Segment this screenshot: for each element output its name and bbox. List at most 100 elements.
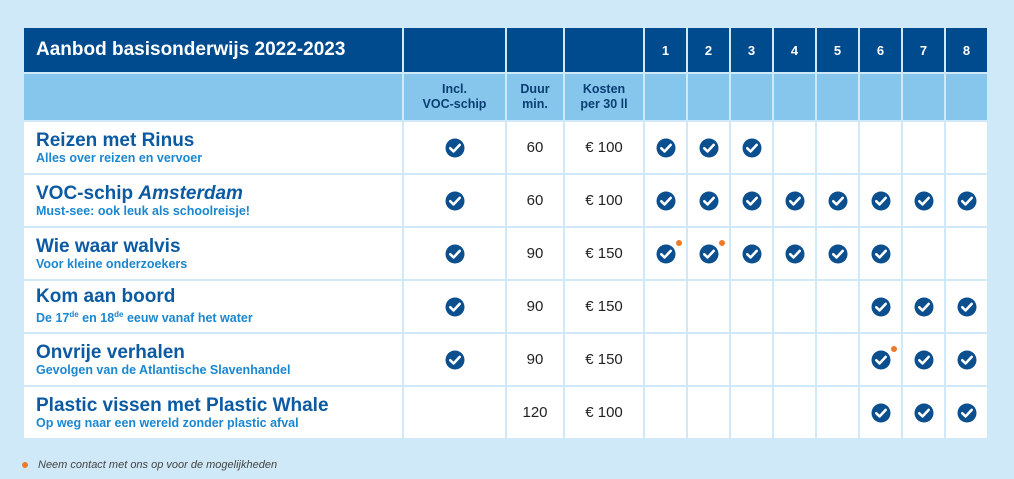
grade-cell	[901, 173, 946, 228]
activity-title-italic: Amsterdam	[138, 182, 243, 204]
voc-column-header: Incl. VOC-schip	[402, 72, 507, 122]
ordinal-suffix: de	[69, 310, 79, 320]
activity-subtitle-text: De 17	[36, 311, 70, 326]
cost-column-header-line: Kosten	[582, 82, 626, 96]
duration-column-header-line: Duur	[520, 82, 550, 96]
activity-subtitle-text: en 18	[78, 311, 115, 326]
grade-cell	[772, 226, 817, 281]
check-circle-icon	[445, 244, 465, 264]
grade-cell	[901, 279, 946, 334]
orange-dot-icon	[890, 345, 897, 352]
grade-cell	[686, 385, 731, 440]
check-circle-icon	[957, 191, 977, 211]
grade-cell	[815, 173, 860, 228]
table-row: VOC-schip Amsterdam Must-see: ook leuk al…	[22, 173, 989, 228]
activity-title: Reizen met Rinus	[36, 129, 195, 151]
check-circle-icon	[871, 297, 891, 317]
grade-header: 6	[858, 26, 903, 74]
activity-cell: Onvrije verhalen Gevolgen van de Atlantis…	[22, 332, 404, 387]
grade-cell	[772, 332, 817, 387]
grade-cell	[901, 332, 946, 387]
voc-included-cell	[402, 173, 507, 228]
grade-header: 7	[901, 26, 946, 74]
header-blank	[643, 72, 688, 122]
activity-title: Wie waar walvis	[36, 235, 181, 257]
grade-cell	[815, 385, 860, 440]
activity-subtitle-text: eeuw vanaf het water	[123, 311, 253, 326]
voc-included-cell	[402, 226, 507, 281]
duration-cell: 90	[505, 332, 565, 387]
grade-cell	[858, 120, 903, 175]
header-blank	[772, 72, 817, 122]
grade-cell	[772, 173, 817, 228]
grade-cell	[944, 226, 989, 281]
footnote-text: Neem contact met ons op voor de mogelijk…	[38, 459, 278, 471]
grade-cell	[643, 279, 688, 334]
header-blank	[505, 26, 565, 74]
header-row-columns: Incl. VOC-schip Duur min. Kosten per 30 …	[22, 72, 989, 122]
grade-cell	[772, 120, 817, 175]
activity-cell: Kom aan boord De 17de en 18de eeuw vanaf …	[22, 279, 404, 334]
cost-cell: € 150	[563, 332, 645, 387]
table-row: Wie waar walvis Voor kleine onderzoekers 9…	[22, 226, 989, 281]
check-circle-icon	[914, 403, 934, 423]
grade-cell	[686, 332, 731, 387]
table-row: Onvrije verhalen Gevolgen van de Atlantis…	[22, 332, 989, 387]
check-circle-icon	[914, 191, 934, 211]
grade-cell	[858, 385, 903, 440]
grade-header: 2	[686, 26, 731, 74]
grade-cell	[858, 279, 903, 334]
check-circle-icon	[957, 297, 977, 317]
footnote: Neem contact met ons op voor de mogelijk…	[22, 459, 277, 471]
grade-cell	[686, 120, 731, 175]
duration-cell: 60	[505, 120, 565, 175]
duration-cell: 120	[505, 385, 565, 440]
check-circle-icon	[699, 191, 719, 211]
grade-cell	[944, 279, 989, 334]
check-circle-icon	[445, 138, 465, 158]
header-blank	[815, 72, 860, 122]
activity-subtitle: Must-see: ook leuk als schoolreisje!	[36, 203, 250, 218]
grade-cell	[686, 226, 731, 281]
grade-cell	[944, 173, 989, 228]
grade-cell	[643, 120, 688, 175]
duration-cell: 90	[505, 279, 565, 334]
offer-table: Aanbod basisonderwijs 2022-2023 1 2 3 4 …	[22, 26, 989, 440]
grade-header: 1	[643, 26, 688, 74]
grade-header: 5	[815, 26, 860, 74]
grade-cell	[858, 332, 903, 387]
grade-header: 4	[772, 26, 817, 74]
table-row: Reizen met Rinus Alles over reizen en ver…	[22, 120, 989, 175]
grade-cell	[772, 385, 817, 440]
grade-cell	[729, 120, 774, 175]
header-blank	[563, 26, 645, 74]
table-row: Plastic vissen met Plastic Whale Op weg n…	[22, 385, 989, 440]
ordinal-suffix: de	[114, 310, 124, 320]
check-circle-icon	[914, 350, 934, 370]
check-circle-icon	[445, 191, 465, 211]
activity-subtitle: Op weg naar een wereld zonder plastic af…	[36, 415, 299, 430]
grade-cell	[772, 279, 817, 334]
check-circle-icon	[828, 191, 848, 211]
grade-cell	[729, 279, 774, 334]
activity-subtitle: Gevolgen van de Atlantische Slavenhandel	[36, 362, 291, 377]
table-title: Aanbod basisonderwijs 2022-2023	[22, 26, 404, 74]
check-circle-icon	[871, 345, 897, 370]
cost-column-header-line: per 30 ll	[580, 97, 628, 111]
grade-cell	[643, 332, 688, 387]
check-circle-icon	[957, 350, 977, 370]
check-circle-icon	[742, 191, 762, 211]
activity-subtitle: De 17de en 18de eeuw vanaf het water	[36, 307, 402, 326]
grade-cell	[858, 226, 903, 281]
grade-cell	[815, 226, 860, 281]
grade-cell	[815, 279, 860, 334]
check-circle-icon	[445, 350, 465, 370]
cost-cell: € 150	[563, 279, 645, 334]
check-circle-icon	[656, 191, 676, 211]
header-row-title: Aanbod basisonderwijs 2022-2023 1 2 3 4 …	[22, 26, 989, 74]
header-blank	[944, 72, 989, 122]
check-circle-icon	[871, 244, 891, 264]
header-blank	[901, 72, 946, 122]
voc-column-header-line: VOC-schip	[422, 97, 487, 111]
grade-cell	[944, 120, 989, 175]
